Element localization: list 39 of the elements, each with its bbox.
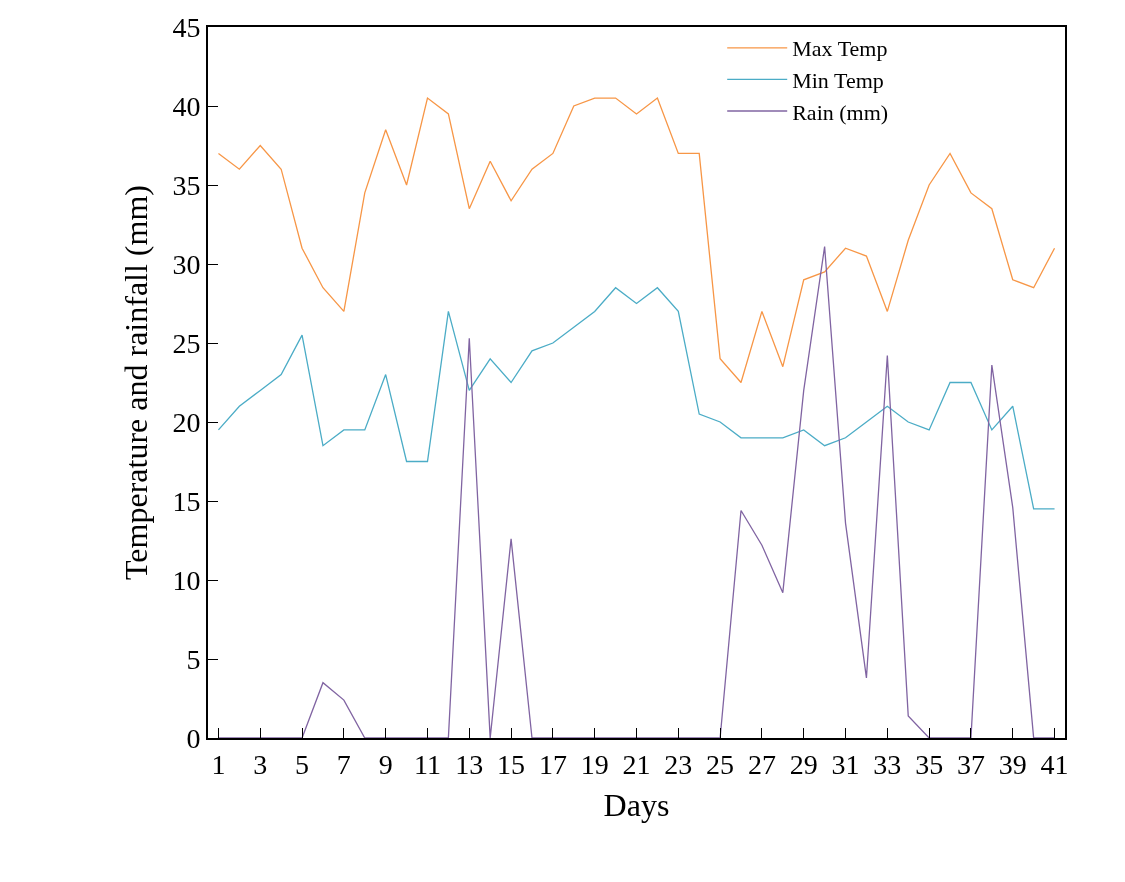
legend-label: Rain (mm) (792, 99, 889, 125)
x-tick-label: 31 (831, 748, 860, 780)
x-tick-label: 33 (873, 748, 902, 780)
y-axis-title: Temperature and rainfall (mm) (118, 185, 155, 580)
x-tick-label: 1 (211, 748, 226, 780)
x-tick-label: 41 (1040, 748, 1069, 780)
x-tick-label: 11 (414, 748, 441, 780)
x-tick-label: 15 (497, 748, 526, 780)
y-tick-label: 25 (172, 327, 201, 359)
y-tick-label: 20 (172, 406, 201, 438)
x-axis-title: Days (603, 787, 670, 823)
x-tick-label: 9 (378, 748, 393, 780)
y-tick-label: 5 (186, 643, 201, 675)
y-tick-label: 15 (172, 485, 201, 517)
x-tick-label: 17 (538, 748, 567, 780)
line-series (217, 245, 1056, 738)
x-tick-label: 37 (956, 748, 985, 780)
x-tick-label: 27 (747, 748, 776, 780)
x-tick-label: 35 (915, 748, 944, 780)
x-tick-label: 5 (295, 748, 310, 780)
legend-label: Min Temp (792, 67, 884, 93)
x-tick-label: 23 (664, 748, 693, 780)
y-tick-label: 45 (172, 11, 201, 43)
x-tick-label: 7 (336, 748, 351, 780)
x-tick-label: 39 (998, 748, 1027, 780)
y-tick-label: 35 (172, 169, 201, 201)
legend-label: Max Temp (792, 36, 888, 62)
x-tick-label: 3 (253, 748, 268, 780)
line-series (217, 97, 1056, 384)
y-tick-label: 40 (172, 90, 201, 122)
x-tick-label: 13 (455, 748, 484, 780)
y-tick-label: 0 (186, 722, 201, 754)
x-tick-label: 29 (789, 748, 818, 780)
x-tick-label: 21 (622, 748, 651, 780)
x-tick-label: 25 (706, 748, 735, 780)
y-tick-label: 30 (172, 248, 201, 280)
line-series (217, 287, 1056, 510)
y-tick-label: 10 (172, 564, 201, 596)
x-tick-label: 19 (580, 748, 609, 780)
